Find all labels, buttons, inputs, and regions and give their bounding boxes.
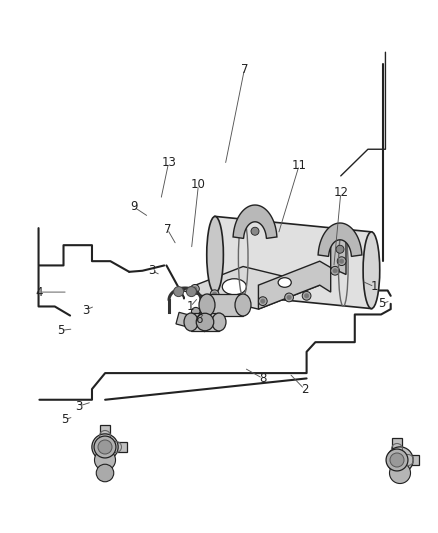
Polygon shape (207, 294, 243, 316)
Ellipse shape (278, 278, 291, 287)
Text: 1: 1 (187, 300, 194, 313)
Polygon shape (176, 312, 208, 332)
Text: 3: 3 (75, 400, 82, 413)
Circle shape (191, 308, 200, 316)
Circle shape (251, 227, 259, 235)
Ellipse shape (184, 313, 198, 331)
Text: 11: 11 (292, 159, 307, 172)
Text: 6: 6 (195, 313, 203, 326)
Polygon shape (182, 266, 320, 309)
Circle shape (387, 447, 413, 473)
Circle shape (337, 257, 346, 265)
Text: 4: 4 (35, 286, 43, 298)
Polygon shape (233, 205, 277, 238)
Circle shape (336, 245, 344, 253)
Circle shape (285, 293, 293, 302)
Text: 7: 7 (163, 223, 171, 236)
Polygon shape (258, 261, 331, 309)
Ellipse shape (235, 294, 251, 316)
Text: 5: 5 (61, 413, 68, 426)
Text: 9: 9 (130, 200, 138, 213)
Polygon shape (397, 455, 419, 465)
Circle shape (94, 436, 116, 458)
Circle shape (98, 440, 112, 454)
Circle shape (187, 287, 196, 296)
Circle shape (386, 449, 408, 471)
Circle shape (95, 449, 116, 471)
Ellipse shape (212, 313, 226, 331)
Polygon shape (100, 425, 110, 447)
Polygon shape (105, 442, 127, 452)
Circle shape (205, 314, 214, 322)
Circle shape (339, 259, 344, 263)
Circle shape (239, 298, 243, 302)
Circle shape (333, 269, 337, 273)
Text: 5: 5 (378, 297, 385, 310)
Polygon shape (318, 223, 362, 256)
Text: 2: 2 (300, 383, 308, 395)
Circle shape (304, 294, 309, 298)
Text: 7: 7 (240, 63, 248, 76)
Text: 12: 12 (333, 187, 348, 199)
Circle shape (287, 295, 291, 300)
Circle shape (331, 266, 339, 275)
Circle shape (193, 287, 197, 291)
Circle shape (196, 313, 214, 331)
Ellipse shape (199, 294, 215, 316)
Polygon shape (331, 230, 346, 274)
Polygon shape (215, 216, 371, 309)
Text: 3: 3 (82, 304, 89, 317)
Polygon shape (392, 438, 402, 460)
Polygon shape (191, 313, 219, 331)
Circle shape (389, 463, 410, 483)
Text: 3: 3 (148, 264, 155, 277)
Circle shape (212, 292, 217, 296)
Text: 5: 5 (57, 324, 64, 337)
Ellipse shape (363, 232, 380, 309)
Circle shape (96, 464, 114, 482)
Circle shape (210, 290, 219, 298)
Ellipse shape (207, 216, 223, 293)
Circle shape (92, 434, 118, 460)
Text: 8: 8 (259, 372, 266, 385)
Circle shape (302, 292, 311, 300)
Text: 10: 10 (191, 179, 206, 191)
Circle shape (173, 287, 184, 296)
Ellipse shape (223, 279, 246, 295)
Circle shape (191, 285, 199, 293)
Text: 1: 1 (371, 280, 378, 293)
Circle shape (390, 453, 404, 467)
Circle shape (261, 299, 265, 303)
Circle shape (198, 312, 207, 320)
Circle shape (237, 296, 245, 304)
Circle shape (258, 297, 267, 305)
Text: 13: 13 (161, 156, 176, 169)
